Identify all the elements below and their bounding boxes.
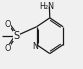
Text: N: N (32, 42, 38, 51)
Text: H₂N: H₂N (39, 2, 54, 11)
Text: S: S (14, 31, 20, 41)
Text: O: O (4, 44, 11, 53)
Text: O: O (4, 20, 11, 29)
